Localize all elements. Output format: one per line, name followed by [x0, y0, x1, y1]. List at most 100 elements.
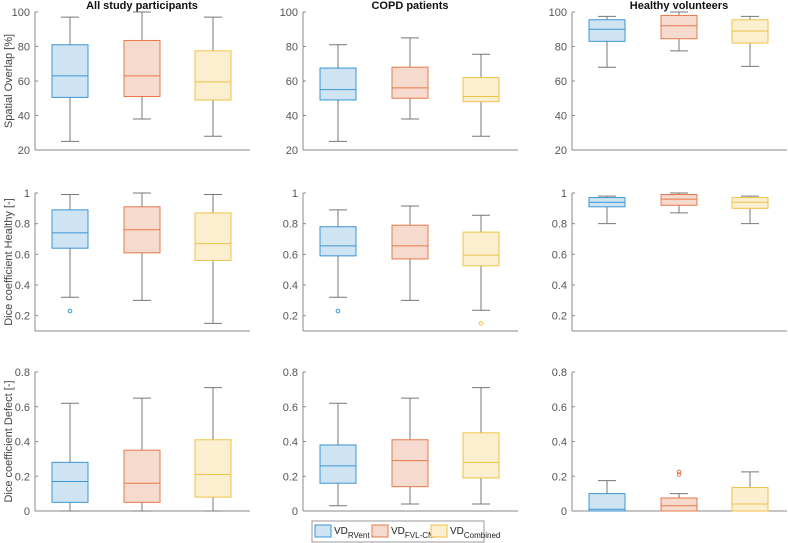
- boxplot-fvl-cm: [391, 37, 429, 120]
- boxplot-combined: [731, 15, 769, 67]
- y-tick-label: 0.8: [552, 367, 567, 379]
- boxplot-combined: [462, 214, 500, 326]
- y-tick-label: 0.2: [552, 311, 567, 323]
- boxplot-rvent: [319, 402, 357, 507]
- y-tick-label: 0.8: [283, 367, 298, 379]
- y-tick-label: 60: [286, 76, 298, 88]
- y-tick-label: 20: [286, 145, 298, 157]
- y-tick-label: 0: [561, 506, 567, 518]
- y-tick-label: 40: [18, 111, 30, 123]
- boxplot-rvent: [319, 209, 357, 314]
- boxplot-rvent: [588, 195, 626, 225]
- y-tick-label: 0.6: [552, 402, 567, 414]
- y-tick-label: 0.6: [15, 249, 30, 261]
- y-tick-label: 0.2: [552, 471, 567, 483]
- boxplot-fvl-cm: [391, 205, 429, 301]
- column-title: COPD patients: [371, 0, 448, 12]
- iqr-box: [319, 67, 357, 101]
- y-tick-label: 100: [280, 7, 298, 19]
- panel: 20 40 60 80 100: [280, 7, 518, 157]
- y-tick-label: 0: [24, 506, 30, 518]
- iqr-box: [660, 194, 698, 206]
- boxplot-fvl-cm: [391, 397, 429, 505]
- iqr-box: [731, 197, 769, 209]
- iqr-box: [391, 66, 429, 99]
- y-tick-label: 0.4: [552, 437, 567, 449]
- y-tick-label: 0: [292, 506, 298, 518]
- panel: 0.2 0.4 0.6 0.8 1: [15, 188, 250, 332]
- y-axis-label: Dice coefficient Healthy [-]: [3, 198, 15, 326]
- y-tick-label: 60: [18, 76, 30, 88]
- iqr-box: [660, 497, 698, 512]
- boxplot-fvl-cm: [123, 192, 161, 301]
- legend-swatch: [314, 524, 332, 538]
- y-tick-label: 80: [555, 42, 567, 54]
- column-title: All study participants: [86, 0, 198, 12]
- boxplot-fvl-cm: [660, 11, 698, 52]
- panel: 0.2 0.4 0.6 0.8 1: [552, 188, 787, 332]
- panel: 0.2 0.4 0.6 0.8 1: [283, 188, 518, 332]
- y-tick-label: 0.6: [552, 249, 567, 261]
- legend-label: VDCombined: [450, 526, 500, 540]
- iqr-box: [462, 432, 500, 479]
- boxplot-combined: [731, 195, 769, 225]
- y-tick-label: 0.4: [552, 280, 567, 292]
- iqr-box: [123, 39, 161, 98]
- iqr-box: [319, 444, 357, 484]
- legend-label-main: VD: [450, 526, 464, 537]
- boxplot-combined: [194, 194, 232, 324]
- boxplot-rvent: [51, 194, 89, 314]
- legend-label-subscript: Combined: [464, 531, 500, 540]
- panel: 0 0.2 0.4 0.6 0.8: [283, 367, 518, 518]
- panel: 20 40 60 80 100: [12, 7, 250, 157]
- y-tick-label: 40: [555, 111, 567, 123]
- boxplot-rvent: [588, 15, 626, 68]
- legend: VDRVent VDFVL-CM VDCombined: [311, 520, 500, 543]
- legend-label-main: VD: [334, 526, 348, 537]
- y-tick-label: 1: [24, 188, 30, 200]
- iqr-box: [194, 50, 232, 101]
- boxplot-combined: [194, 16, 232, 137]
- iqr-box: [123, 449, 161, 503]
- iqr-box: [319, 226, 357, 257]
- boxplot-combined: [731, 471, 769, 512]
- legend-swatch: [430, 524, 448, 538]
- y-tick-label: 0.8: [15, 219, 30, 231]
- legend-label: VDFVL-CM: [391, 526, 435, 540]
- iqr-box: [462, 77, 500, 103]
- iqr-box: [731, 487, 769, 512]
- legend-label-main: VD: [391, 526, 405, 537]
- y-tick-label: 0.6: [283, 402, 298, 414]
- iqr-box: [391, 224, 429, 260]
- boxplot-rvent: [51, 402, 89, 512]
- iqr-box: [588, 19, 626, 42]
- panel: 20 40 60 80 100: [549, 7, 787, 157]
- column-title: Healthy volunteers: [630, 0, 728, 12]
- y-tick-label: 0.2: [15, 311, 30, 323]
- panel: 0 0.2 0.4 0.6 0.8: [15, 367, 250, 518]
- y-tick-label: 60: [555, 76, 567, 88]
- outlier-point: [335, 308, 341, 314]
- y-tick-label: 0.6: [15, 402, 30, 414]
- y-tick-label: 20: [555, 145, 567, 157]
- iqr-box: [51, 44, 89, 98]
- y-tick-label: 100: [549, 7, 567, 19]
- y-tick-label: 100: [12, 7, 30, 19]
- y-tick-label: 0.4: [283, 437, 298, 449]
- y-tick-label: 0.8: [552, 219, 567, 231]
- y-tick-label: 1: [561, 188, 567, 200]
- boxplot-rvent: [588, 480, 626, 512]
- iqr-box: [51, 461, 89, 503]
- y-tick-label: 0.6: [283, 249, 298, 261]
- boxplot-fvl-cm: [123, 11, 161, 120]
- iqr-box: [660, 14, 698, 40]
- iqr-box: [194, 212, 232, 261]
- outlier-point: [676, 472, 682, 477]
- y-tick-label: 0.4: [283, 280, 298, 292]
- iqr-box: [588, 493, 626, 512]
- y-tick-label: 80: [18, 42, 30, 54]
- y-axis-label: Dice coefficient Defect [-]: [3, 380, 15, 502]
- boxplot-rvent: [51, 16, 89, 142]
- legend-label-subscript: FVL-CM: [405, 531, 435, 540]
